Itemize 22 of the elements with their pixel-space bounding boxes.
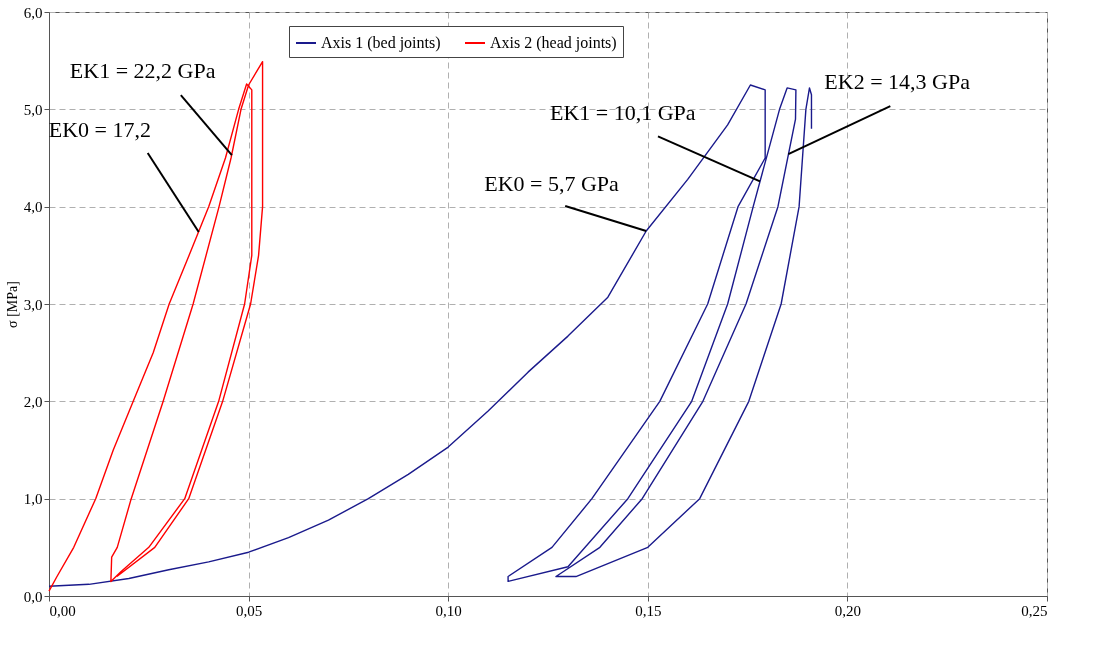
y-axis-title: σ [MPa] [4, 281, 20, 328]
annotation: EK1 = 22,2 GPa [69, 58, 216, 84]
x-tick-label: 0,05 [235, 602, 263, 619]
line-series [48, 84, 813, 587]
y-tick-label: 1,0 [23, 491, 43, 508]
y-tick-label: 4,0 [23, 199, 43, 216]
x-tick-label: 0,15 [635, 602, 662, 619]
x-tick-label: 0,00 [49, 602, 76, 619]
legend-label: Axis 2 (head joints) [490, 34, 617, 52]
y-tick-label: 2,0 [23, 393, 43, 410]
annotation: EK0 = 5,7 GPa [484, 171, 620, 196]
line-series [48, 60, 264, 592]
x-tick-label: 0,10 [435, 602, 462, 619]
y-tick-label: 0,0 [23, 588, 43, 605]
y-tick-label: 5,0 [23, 101, 43, 118]
annotation: EK2 = 14,3 GPa [824, 69, 971, 95]
y-tick-label: 3,0 [23, 296, 43, 313]
legend-label: Axis 1 (bed joints) [321, 34, 441, 52]
y-tick-label: 6,0 [23, 4, 43, 21]
x-tick-label: 0,25 [1021, 602, 1048, 619]
x-tick-label: 0,20 [834, 602, 862, 619]
annotation: EK1 = 10,1 GPa [549, 100, 696, 126]
